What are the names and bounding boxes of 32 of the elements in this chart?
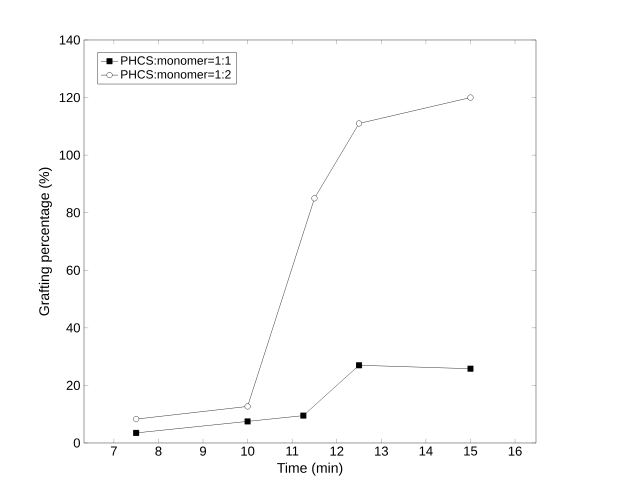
y-tick-label: 120: [60, 92, 80, 102]
point: [356, 120, 362, 126]
x-tick-label: 7: [110, 446, 117, 456]
x-tick-label: 10: [241, 446, 254, 456]
y-axis-title: Grafting percentage (%): [38, 168, 52, 316]
point: [133, 416, 140, 422]
x-tick-label: 16: [508, 446, 522, 456]
point: [467, 94, 474, 101]
legend-label: PHCS:monomer=1:2: [121, 70, 231, 79]
x-tick-label: 15: [464, 446, 478, 456]
point: [244, 403, 251, 410]
legend-label: PHCS:monomer=1:1: [121, 56, 231, 65]
point: [467, 366, 474, 372]
y-tick-label: 140: [60, 35, 80, 45]
x-axis-title: Time (min): [277, 462, 342, 476]
point: [311, 195, 318, 202]
y-tick-label: 80: [66, 208, 80, 218]
x-tick-label: 13: [375, 446, 388, 456]
y-tick-label: 100: [60, 150, 80, 160]
point: [244, 418, 251, 424]
point: [356, 362, 362, 368]
y-tick-label: 40: [66, 323, 80, 332]
y-tick-label: 20: [66, 380, 80, 390]
point: [300, 412, 306, 419]
point: [133, 430, 140, 436]
x-tick-label: 12: [330, 446, 344, 456]
x-tick-label: 11: [286, 446, 298, 456]
y-tick-label: 0: [74, 438, 80, 448]
x-tick-label: 9: [200, 446, 206, 456]
y-tick-label: 60: [66, 266, 80, 275]
x-tick-label: 8: [155, 446, 162, 456]
x-tick-label: 14: [420, 446, 433, 456]
